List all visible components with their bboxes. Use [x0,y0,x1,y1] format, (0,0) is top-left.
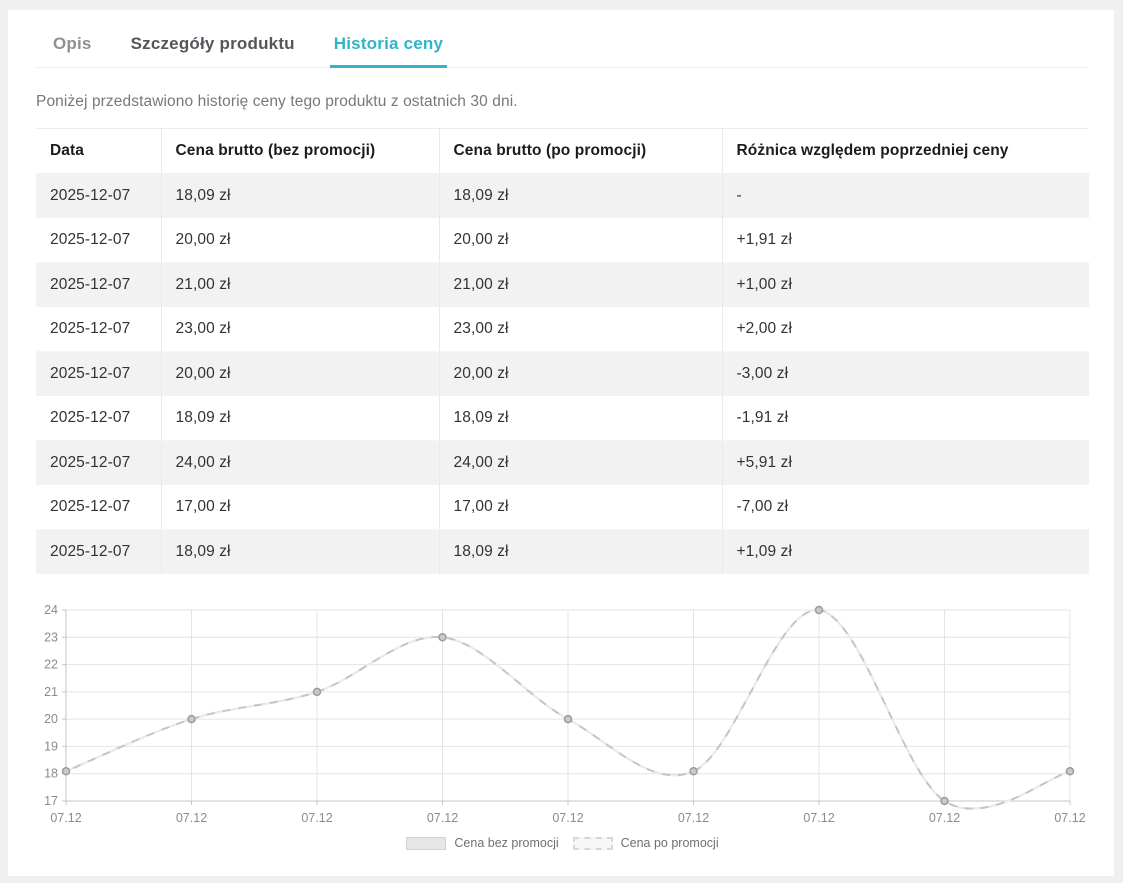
date-cell: 2025-12-07 [36,262,161,307]
date-cell: 2025-12-07 [36,218,161,263]
price-after-cell: 18,09 zł [438,529,722,574]
price-after-cell: 20,00 zł [438,351,722,396]
y-axis-label: 21 [44,685,58,699]
price-history-intro: Poniżej przedstawiono historię ceny tego… [36,93,518,110]
price-before-cell: 18,09 zł [160,173,439,218]
date-cell: 2025-12-07 [36,529,161,574]
diff-cell: -7,00 zł [721,485,1089,530]
legend-item-po-promocji: Cena po promocji [572,836,719,850]
price-before-cell: 18,09 zł [160,396,439,441]
table-row: 2025-12-07 20,00 zł 20,00 zł +1,91 zł [36,218,1089,263]
table-row: 2025-12-07 18,09 zł 18,09 zł - [36,173,1089,218]
date-cell: 2025-12-07 [36,351,161,396]
y-axis-label: 22 [44,658,58,672]
column-header: Różnica względem poprzedniej ceny [721,128,1089,174]
tab-bar: Opis Szczegóły produktu Historia ceny [36,28,1089,68]
x-axis-label: 07.12 [50,811,81,825]
x-axis-label: 07.12 [176,811,207,825]
data-point-marker[interactable] [312,687,322,697]
product-panel: Opis Szczegóły produktu Historia ceny Poni… [8,10,1114,876]
diff-cell: +5,91 zł [721,440,1089,485]
price-before-cell: 17,00 zł [160,485,439,530]
table-row: 2025-12-07 21,00 zł 21,00 zł +1,00 zł [36,262,1089,307]
series-line-cena-po-promocji [65,608,1071,810]
tab-szczegoly-produktu[interactable]: Szczegóły produktu [129,28,297,67]
data-point-marker[interactable] [1065,767,1075,776]
date-cell: 2025-12-07 [36,173,161,218]
price-after-cell: 23,00 zł [438,307,722,352]
data-point-marker[interactable] [187,714,196,724]
y-axis-label: 18 [44,767,58,781]
diff-cell: +2,00 zł [721,307,1089,352]
price-before-cell: 23,00 zł [160,307,439,352]
data-point-marker[interactable] [814,605,824,615]
table-header: Data Cena brutto (bez promocji) Cena brutt… [36,128,1089,174]
price-after-cell: 18,09 zł [438,173,722,218]
y-axis-label: 23 [44,630,58,644]
legend-label: Cena bez promocji [454,836,559,850]
legend-swatch-dashed [572,836,613,850]
table-row: 2025-12-07 18,09 zł 18,09 zł +1,09 zł [36,529,1089,574]
y-axis-label: 24 [44,603,58,617]
table-row: 2025-12-07 24,00 zł 24,00 zł +5,91 zł [36,440,1089,485]
column-header: Cena brutto (po promocji) [438,128,722,174]
table-row: 2025-12-07 20,00 zł 20,00 zł -3,00 zł [36,351,1089,396]
price-after-cell: 18,09 zł [438,396,722,441]
date-cell: 2025-12-07 [36,396,161,441]
x-axis-label: 07.12 [301,811,332,825]
x-axis-label: 07.12 [678,811,709,825]
legend-label: Cena po promocji [620,836,719,850]
data-point-marker[interactable] [689,767,698,776]
date-cell: 2025-12-07 [36,307,161,352]
diff-cell: +1,09 zł [721,529,1089,574]
price-after-cell: 21,00 zł [438,262,722,307]
y-axis-label: 20 [44,712,58,726]
price-after-cell: 17,00 zł [438,485,722,530]
data-point-marker[interactable] [438,633,447,642]
table-body: 2025-12-07 18,09 zł 18,09 zł -2025-12-07 20,… [36,173,1089,574]
price-before-cell: 21,00 zł [160,262,439,307]
column-header: Cena brutto (bez promocji) [160,128,439,174]
x-axis-label: 07.12 [1054,811,1085,825]
date-cell: 2025-12-07 [36,485,161,530]
price-before-cell: 20,00 zł [160,218,439,263]
price-before-cell: 20,00 zł [160,351,439,396]
legend-swatch-solid [406,836,447,850]
diff-cell: +1,00 zł [721,262,1089,307]
legend-item-bez-promocji: Cena bez promocji [406,836,559,850]
x-axis-label: 07.12 [552,811,583,825]
y-axis-label: 19 [44,739,58,753]
x-axis-label: 07.12 [803,811,834,825]
line-chart-canvas: 17 18 19 20 21 22 23 24 07.12 07.12 07.12 07.12 07.1… [44,603,1086,825]
table-row: 2025-12-07 23,00 zł 23,00 zł +2,00 zł [36,307,1089,352]
chart-legend: Cena bez promocji Cena po promocji [36,836,1089,850]
price-history-chart: 17 18 19 20 21 22 23 24 07.12 07.12 07.12 07.12 07.1… [36,596,1089,850]
data-point-marker[interactable] [61,767,71,776]
table-row: 2025-12-07 17,00 zł 17,00 zł -7,00 zł [36,485,1089,530]
table-row: 2025-12-07 18,09 zł 18,09 zł -1,91 zł [36,396,1089,441]
x-axis-label: 07.12 [427,811,458,825]
data-point-marker[interactable] [563,714,573,724]
column-header: Data [36,128,161,174]
price-after-cell: 20,00 zł [438,218,722,263]
price-history-table: Data Cena brutto (bez promocji) Cena brutt… [36,128,1089,574]
tab-opis[interactable]: Opis [51,28,94,67]
price-before-cell: 24,00 zł [160,440,439,485]
x-axis-label: 07.12 [929,811,960,825]
diff-cell: - [721,173,1089,218]
price-before-cell: 18,09 zł [160,529,439,574]
diff-cell: -3,00 zł [721,351,1089,396]
price-after-cell: 24,00 zł [438,440,722,485]
diff-cell: +1,91 zł [721,218,1089,263]
y-axis-label: 17 [44,794,58,808]
tab-historia-ceny[interactable]: Historia ceny [329,28,448,68]
date-cell: 2025-12-07 [36,440,161,485]
diff-cell: -1,91 zł [721,396,1089,441]
data-point-marker[interactable] [940,796,949,806]
